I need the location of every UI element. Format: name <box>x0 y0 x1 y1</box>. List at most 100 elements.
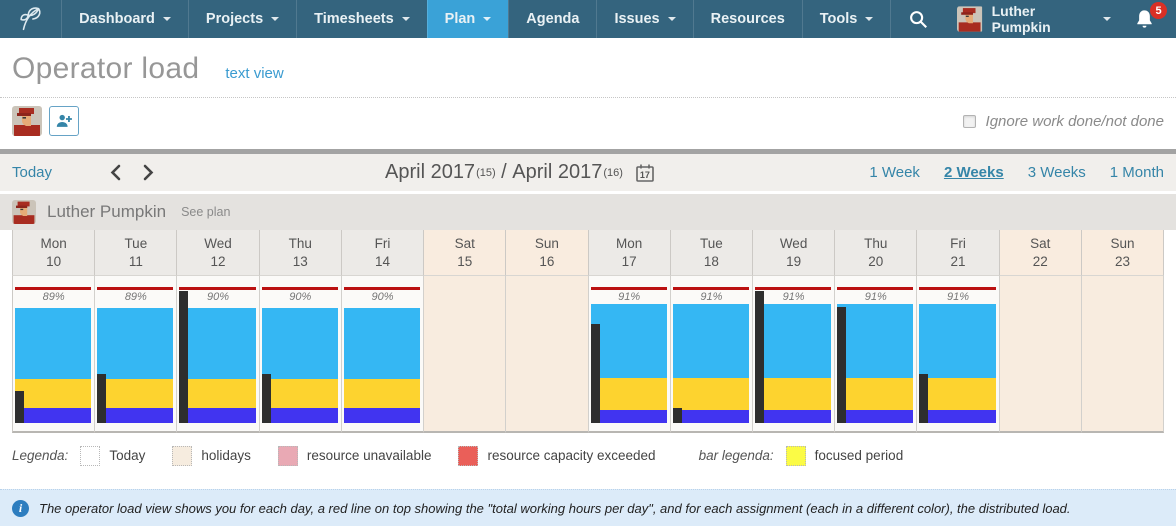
nav-item-label: Plan <box>444 11 476 27</box>
day-cell-wed-12[interactable]: 90% <box>177 276 260 433</box>
resource-name: Luther Pumpkin <box>47 202 167 221</box>
nav-item-agenda[interactable]: Agenda <box>508 0 596 38</box>
capacity-line <box>919 287 996 290</box>
logo-icon[interactable] <box>0 0 61 38</box>
nav-item-tools[interactable]: Tools <box>801 0 892 38</box>
load-bar <box>837 304 914 423</box>
assignment-1-segment <box>261 308 338 379</box>
day-header-sun-23: Sun 23 <box>1081 230 1165 276</box>
calendar-icon-day: 17 <box>639 169 650 180</box>
range-2-weeks[interactable]: 2 Weeks <box>943 164 1004 181</box>
day-header-sat-22: Sat 22 <box>999 230 1082 276</box>
day-cell-sat-15[interactable] <box>424 276 507 433</box>
day-cell-mon-17[interactable]: 91% <box>588 276 671 433</box>
legend-swatch <box>277 445 298 466</box>
assignment-2-segment <box>343 379 421 408</box>
calendar-toolbar: Today April 2017 (15) / April 2017 (16) 17… <box>0 154 1176 191</box>
see-plan-link[interactable]: See plan <box>181 205 231 219</box>
main-menu: Dashboard Projects Timesheets Plan Agenda Iss… <box>61 0 892 38</box>
assignment-1-segment <box>179 308 256 379</box>
assignment-1-segment <box>590 304 667 378</box>
resource-avatar[interactable] <box>12 106 42 136</box>
assignment-2-segment <box>837 378 914 410</box>
period-label: April 2017 (15) / April 2017 (16) 17 <box>385 154 655 191</box>
search-button[interactable] <box>891 0 945 38</box>
load-bar <box>15 308 92 423</box>
nav-item-dashboard[interactable]: Dashboard <box>61 0 188 38</box>
assignment-1-segment <box>672 304 749 378</box>
day-cell-sun-16[interactable] <box>506 276 589 433</box>
day-number: 12 <box>210 254 226 269</box>
day-number: 14 <box>374 254 390 269</box>
capacity-line <box>754 287 832 290</box>
nav-item-label: Resources <box>710 11 785 27</box>
day-cell-sun-23[interactable] <box>1081 276 1165 433</box>
day-cell-fri-14[interactable]: 90% <box>341 276 425 433</box>
range-3-weeks[interactable]: 3 Weeks <box>1027 164 1086 181</box>
chevron-left-icon <box>110 164 121 181</box>
day-cell-tue-18[interactable]: 91% <box>670 276 753 433</box>
nav-item-resources[interactable]: Resources <box>692 0 802 38</box>
add-person-icon <box>56 114 72 127</box>
nav-item-plan[interactable]: Plan <box>426 0 509 38</box>
day-cell-thu-13[interactable]: 90% <box>259 276 342 433</box>
today-button[interactable]: Today <box>12 164 53 181</box>
capacity-line <box>343 287 421 290</box>
day-header-thu-20: Thu 20 <box>835 230 918 276</box>
period-separator: / <box>495 161 513 183</box>
load-bar <box>672 304 749 423</box>
capacity-line <box>590 287 667 290</box>
nav-item-label: Tools <box>819 11 858 27</box>
assignment-2-segment <box>919 378 996 410</box>
day-number: 20 <box>868 254 884 269</box>
range-1-week[interactable]: 1 Week <box>869 164 920 181</box>
nav-item-issues[interactable]: Issues <box>596 0 692 38</box>
search-icon <box>910 11 928 28</box>
day-header-tue-18: Tue 18 <box>670 230 753 276</box>
day-cell-thu-20[interactable]: 91% <box>835 276 918 433</box>
previous-period-button[interactable] <box>110 164 121 181</box>
nav-item-label: Projects <box>205 11 264 27</box>
day-header-mon-10: Mon 10 <box>12 230 96 276</box>
ignore-work-checkbox[interactable] <box>962 114 976 128</box>
next-period-button[interactable] <box>143 164 154 181</box>
day-number: 22 <box>1032 254 1048 269</box>
period-week-1: (15) <box>476 166 496 179</box>
calendar-icon <box>636 164 654 182</box>
load-percent: 91% <box>782 291 805 303</box>
day-name: Sun <box>534 236 559 251</box>
day-name: Sun <box>1110 236 1135 251</box>
user-menu[interactable]: Luther Pumpkin <box>945 0 1123 38</box>
range-1-month[interactable]: 1 Month <box>1109 164 1164 181</box>
assignment-3-segment <box>837 410 914 423</box>
info-icon: i <box>12 499 29 517</box>
day-cell-sat-22[interactable] <box>999 276 1082 433</box>
assignment-2-segment <box>590 378 667 410</box>
add-person-button[interactable] <box>49 106 79 136</box>
page-header: Operator load text view <box>0 38 1176 86</box>
day-header-fri-14: Fri 14 <box>341 230 425 276</box>
text-view-link[interactable]: text view <box>225 65 284 82</box>
chevron-down-icon <box>162 17 171 25</box>
nav-item-projects[interactable]: Projects <box>187 0 296 38</box>
nav-item-timesheets[interactable]: Timesheets <box>296 0 427 38</box>
work-done-marker <box>837 307 847 423</box>
day-cell-wed-19[interactable]: 91% <box>752 276 836 433</box>
day-number: 17 <box>621 254 637 269</box>
day-cell-tue-11[interactable]: 89% <box>95 276 178 433</box>
day-cell-fri-21[interactable]: 91% <box>917 276 1000 433</box>
legend-swatch <box>80 445 101 466</box>
day-name: Thu <box>864 236 888 251</box>
day-cell-mon-10[interactable]: 89% <box>12 276 96 433</box>
assignment-1-segment <box>343 308 421 379</box>
range-selector: 1 Week 2 Weeks 3 Weeks 1 Month <box>869 164 1164 181</box>
day-number: 11 <box>128 254 143 269</box>
top-navigation: Dashboard Projects Timesheets Plan Agenda Iss… <box>0 0 1176 38</box>
notifications-button[interactable]: 5 <box>1123 0 1176 38</box>
day-name: Sat <box>454 236 475 251</box>
date-picker-button[interactable]: 17 <box>635 163 655 183</box>
work-done-marker <box>179 291 189 423</box>
capacity-line <box>837 287 914 290</box>
assignment-2-segment <box>754 378 832 410</box>
assignment-2-segment <box>179 379 256 408</box>
